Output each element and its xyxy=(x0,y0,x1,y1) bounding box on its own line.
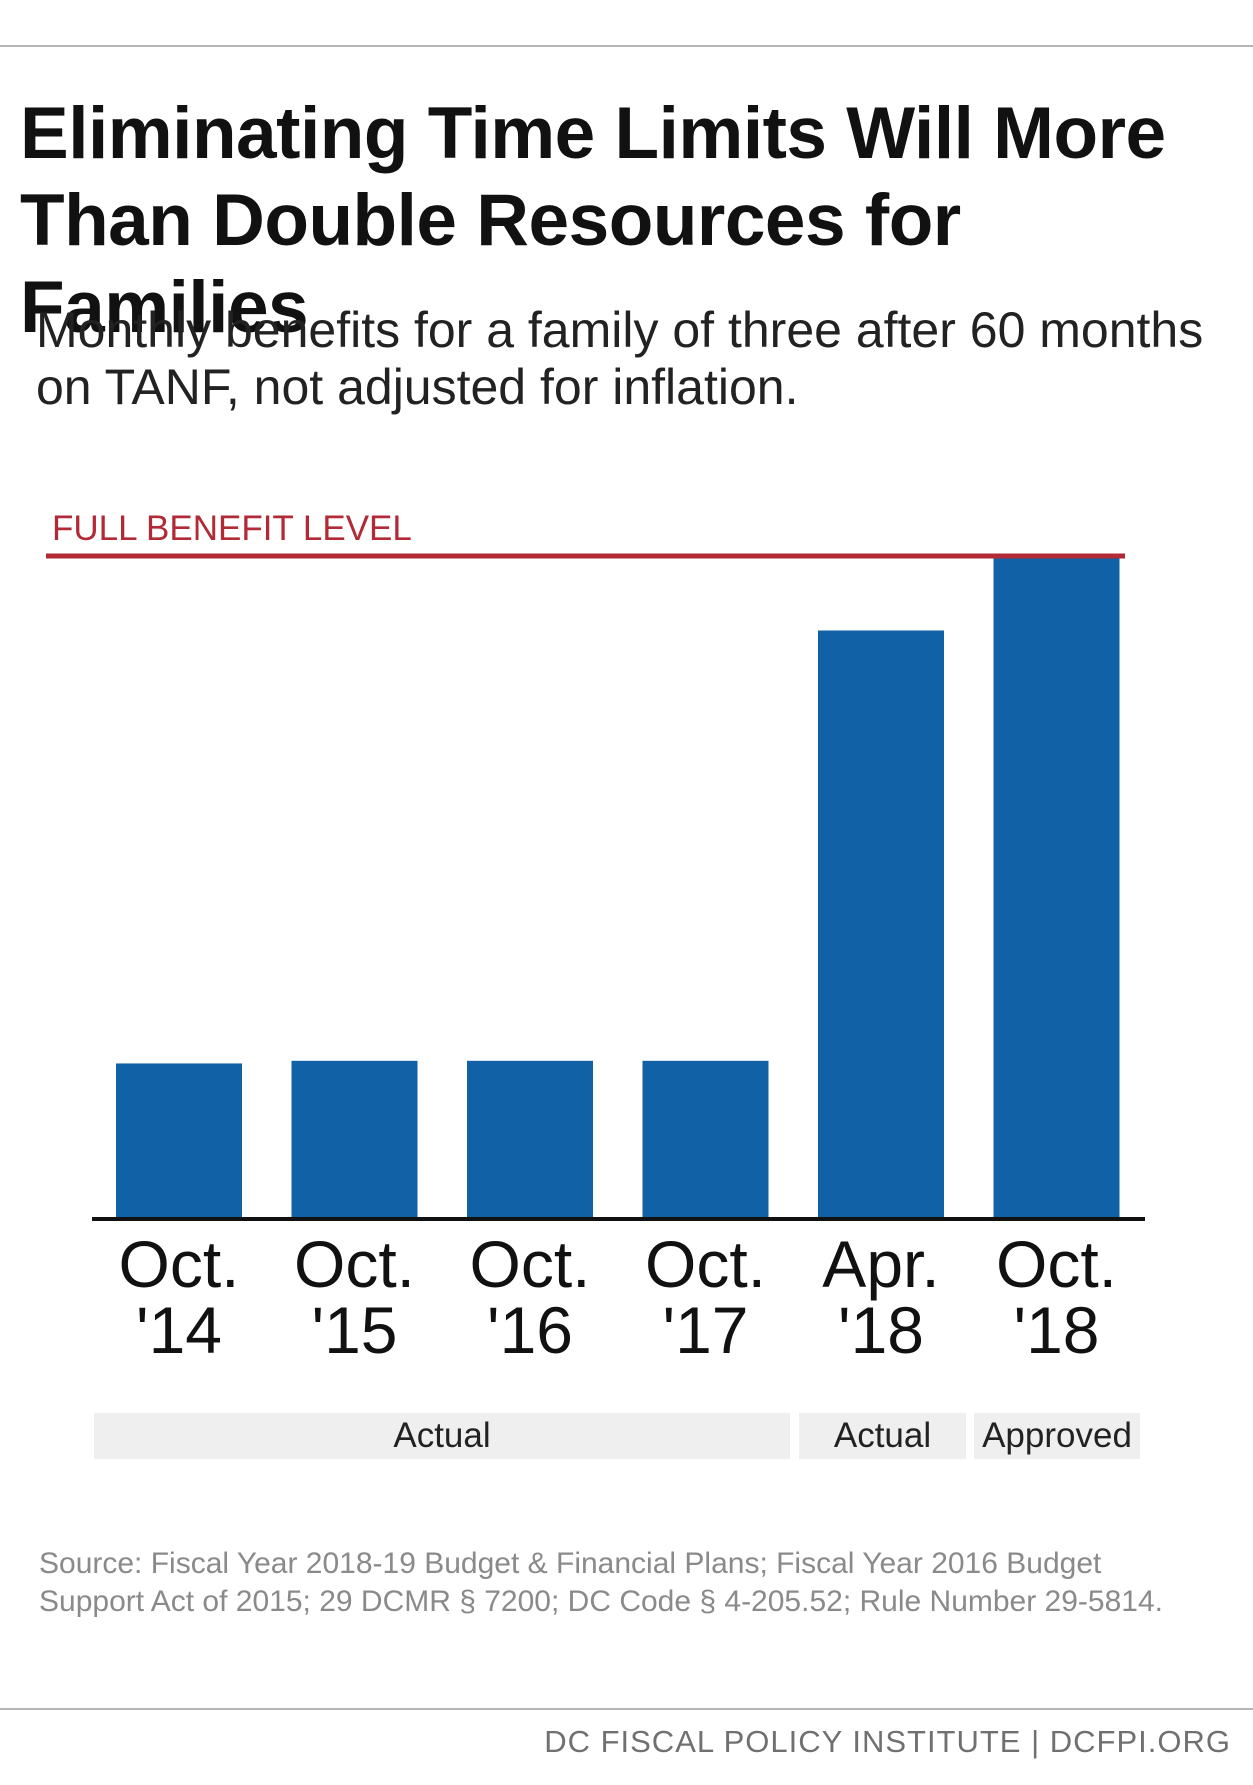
bar-0 xyxy=(116,1063,242,1217)
bar-3 xyxy=(642,1060,769,1217)
tick-label-1-line2: '15 xyxy=(311,1293,397,1367)
group-label-actual-2014-2017: Actual xyxy=(94,1413,790,1459)
bar-5 xyxy=(993,558,1120,1217)
tick-label-3-line1: Oct. xyxy=(645,1227,766,1301)
bar-chart: FULL BENEFIT LEVEL Oct.'14Oct.'15Oct.'16… xyxy=(46,509,1145,1367)
bars-layer xyxy=(116,558,1120,1217)
tick-label-0-line1: Oct. xyxy=(118,1227,239,1301)
tick-label-2-line2: '16 xyxy=(487,1293,573,1367)
tick-label-4-line2: '18 xyxy=(838,1293,924,1367)
bar-2 xyxy=(467,1060,593,1217)
bar-1 xyxy=(291,1060,418,1217)
tick-label-2-line1: Oct. xyxy=(469,1227,590,1301)
bottom-divider xyxy=(0,1708,1253,1710)
tick-label-0-line2: '14 xyxy=(136,1293,222,1367)
tick-label-5-line2: '18 xyxy=(1013,1293,1099,1367)
tick-label-5-line1: Oct. xyxy=(996,1227,1117,1301)
page-title: Eliminating Time Limits Will More Than D… xyxy=(20,93,1166,348)
full-benefit-label: FULL BENEFIT LEVEL xyxy=(52,509,412,548)
bar-4 xyxy=(818,630,944,1217)
tick-label-1-line1: Oct. xyxy=(294,1227,415,1301)
group-label-approved-oct-2018: Approved xyxy=(974,1413,1140,1459)
tick-labels-layer: Oct.'14Oct.'15Oct.'16Oct.'17Apr.'18Oct.'… xyxy=(118,1227,1117,1367)
footer-credit: DC FISCAL POLICY INSTITUTE | DCFPI.ORG xyxy=(544,1724,1231,1759)
tick-label-4-line1: Apr. xyxy=(822,1227,939,1301)
tick-label-3-line2: '17 xyxy=(662,1293,748,1367)
source-note: Source: Fiscal Year 2018-19 Budget & Fin… xyxy=(39,1547,1163,1618)
chart-subtitle: Monthly benefits for a family of three a… xyxy=(36,302,1204,415)
top-divider xyxy=(0,45,1253,47)
group-label-actual-apr-2018: Actual xyxy=(799,1413,966,1459)
